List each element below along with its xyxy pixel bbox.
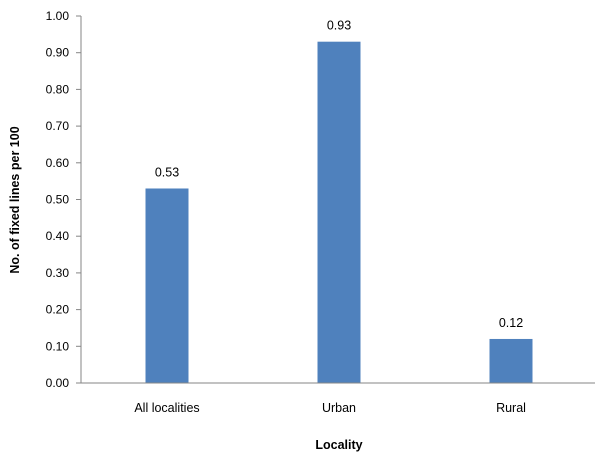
x-tick-label: Rural	[496, 401, 526, 415]
y-tick-label: 0.90	[46, 46, 70, 60]
data-labels: 0.53 0.93 0.12	[155, 19, 523, 330]
bar-urban	[317, 41, 361, 383]
y-tick-label: 0.60	[46, 156, 70, 170]
data-label: 0.53	[155, 165, 179, 179]
y-tick-label: 0.40	[46, 229, 70, 243]
y-axis-title: No. of fixed lines per 100	[8, 126, 22, 273]
y-tick-label: 0.70	[46, 119, 70, 133]
y-tick-label: 0.30	[46, 266, 70, 280]
bar-all-localities	[145, 188, 189, 383]
y-axis-ticks: 0.00 0.10 0.20 0.30 0.40 0.50 0.60 0.70 0.80 0.90…	[46, 9, 81, 390]
y-tick-label: 0.10	[46, 339, 70, 353]
x-axis-tick-labels: All localities Urban Rural	[134, 401, 526, 415]
y-tick-label: 1.00	[46, 9, 70, 23]
x-tick-label: All localities	[134, 401, 199, 415]
y-tick-label: 0.80	[46, 82, 70, 96]
bars	[145, 41, 533, 383]
x-axis-title: Locality	[315, 438, 362, 452]
x-tick-label: Urban	[322, 401, 356, 415]
y-tick-label: 0.50	[46, 193, 70, 207]
data-label: 0.12	[499, 316, 523, 330]
data-label: 0.93	[327, 19, 351, 33]
y-tick-label: 0.00	[46, 376, 70, 390]
y-tick-label: 0.20	[46, 303, 70, 317]
bar-rural	[489, 338, 533, 383]
